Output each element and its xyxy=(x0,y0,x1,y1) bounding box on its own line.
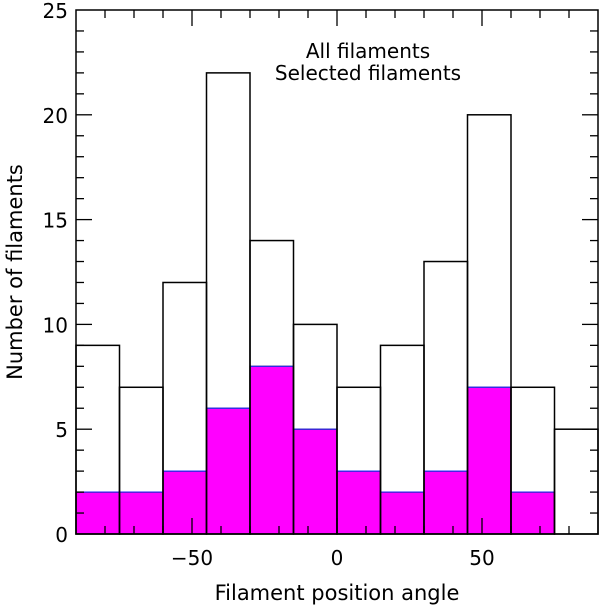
selected-bar xyxy=(118,491,164,535)
all-bar xyxy=(553,428,599,535)
y-tick-label: 20 xyxy=(43,104,68,128)
axis-ticks xyxy=(76,10,598,534)
selected-bar xyxy=(205,407,251,535)
selected-bars xyxy=(75,365,556,535)
y-tick-label: 25 xyxy=(43,0,68,23)
legend-selected-filaments: Selected filaments xyxy=(275,61,461,85)
selected-bar xyxy=(466,386,512,535)
legend-all-filaments: All filaments xyxy=(306,39,430,63)
selected-bar xyxy=(292,428,338,535)
y-axis-label: Number of filaments xyxy=(3,164,27,380)
y-tick-label: 5 xyxy=(55,418,68,442)
selected-bar xyxy=(379,491,425,535)
x-axis-label: Filament position angle xyxy=(215,581,460,605)
y-tick-label: 0 xyxy=(55,523,68,547)
selected-bar xyxy=(423,470,469,535)
x-tick-label: 50 xyxy=(469,546,494,570)
tick-labels: −50 0 50 0 5 10 15 20 25 xyxy=(43,0,495,570)
y-tick-label: 15 xyxy=(43,209,68,233)
y-tick-label: 10 xyxy=(43,313,68,337)
x-tick-label: 0 xyxy=(331,546,344,570)
all-bars xyxy=(75,72,599,535)
selected-bar xyxy=(162,470,208,535)
x-tick-label: −50 xyxy=(171,546,213,570)
selected-bar xyxy=(336,470,382,535)
selected-bar xyxy=(510,491,556,535)
selected-bar xyxy=(249,365,295,535)
